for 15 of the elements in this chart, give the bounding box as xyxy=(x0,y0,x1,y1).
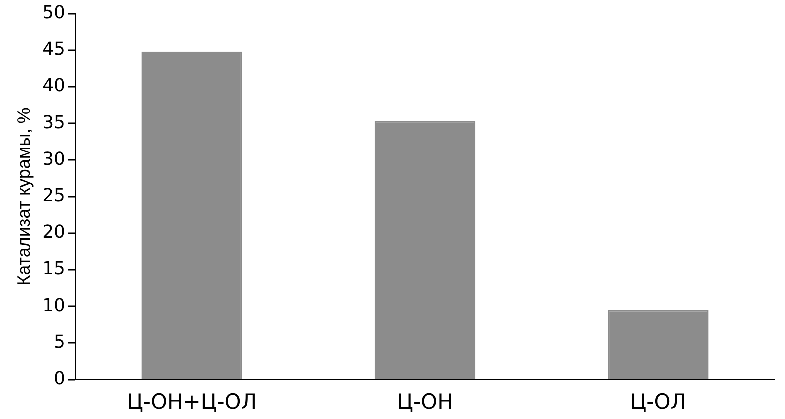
y-axis-title: Катализат курамы, % xyxy=(14,108,34,286)
y-tick-label: 10 xyxy=(42,295,66,316)
y-tick-label: 40 xyxy=(42,76,66,97)
y-tick-label: 35 xyxy=(42,112,66,134)
y-tick-label: 30 xyxy=(42,148,66,170)
y-tick-label: 0 xyxy=(54,368,66,390)
y-tick-label: 15 xyxy=(42,258,66,280)
y-tick-label: 45 xyxy=(42,39,66,60)
y-tick-label: 25 xyxy=(42,185,66,206)
x-tick-label: Ц-ОН xyxy=(397,390,454,414)
x-tick-label: Ц-ОН+Ц-ОЛ xyxy=(127,390,258,414)
x-tick-label: Ц-ОЛ xyxy=(630,390,687,414)
y-tick-label: 20 xyxy=(42,222,66,244)
y-tick-label: 5 xyxy=(54,332,66,353)
y-tick-label: 50 xyxy=(42,2,66,24)
